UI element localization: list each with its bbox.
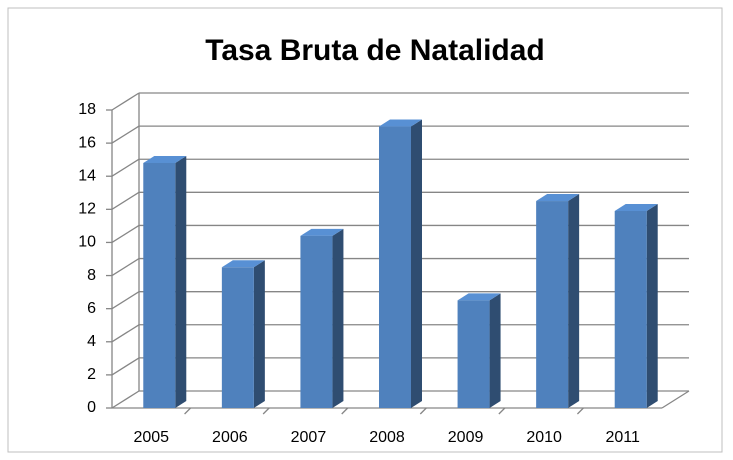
grid-line <box>111 291 140 310</box>
x-tick-mark <box>576 407 584 415</box>
grid-line <box>111 158 140 177</box>
y-tick-label: 0 <box>87 399 96 416</box>
bar <box>143 162 176 408</box>
bar <box>614 210 647 408</box>
x-tick-mark <box>262 407 270 415</box>
grid-line <box>111 125 140 144</box>
y-tick-label: 12 <box>78 201 96 218</box>
bar-top <box>379 119 422 127</box>
x-tick-label: 2005 <box>133 429 169 446</box>
y-tick-label: 6 <box>87 300 96 317</box>
bar-side <box>253 260 265 408</box>
floor-right-edge <box>661 390 690 409</box>
bar <box>536 201 569 408</box>
x-tick-label: 2010 <box>526 429 562 446</box>
bar-side <box>489 293 501 408</box>
x-tick-mark <box>419 407 427 415</box>
bar <box>221 267 254 408</box>
bar-side <box>332 228 344 408</box>
bar <box>300 235 333 408</box>
bar-top <box>300 228 344 236</box>
chart-border <box>7 7 723 453</box>
y-tick-label: 2 <box>87 366 96 383</box>
bar-side <box>411 119 422 409</box>
bar-side <box>568 194 580 408</box>
x-tick-mark <box>498 407 506 415</box>
bar <box>457 300 490 408</box>
y-tick-label: 4 <box>87 333 96 350</box>
grid-line <box>111 224 140 243</box>
bar-top <box>457 293 501 301</box>
bar <box>379 126 411 409</box>
grid-line <box>111 191 140 210</box>
y-tick-label: 10 <box>78 234 96 251</box>
grid-line <box>111 390 140 409</box>
x-tick-label: 2009 <box>448 429 484 446</box>
bar-top <box>143 155 187 163</box>
y-tick-label: 16 <box>78 134 96 151</box>
bar-top <box>536 194 580 202</box>
grid-line <box>111 324 140 343</box>
bar-top <box>614 203 658 211</box>
x-tick-label: 2007 <box>291 429 327 446</box>
x-tick-mark <box>184 407 192 415</box>
x-tick-label: 2008 <box>369 429 405 446</box>
x-tick-mark <box>341 407 349 415</box>
bar-side <box>175 155 187 408</box>
y-tick-label: 8 <box>87 267 96 284</box>
chart-title: Tasa Bruta de Natalidad <box>205 34 545 67</box>
grid-line <box>111 92 140 111</box>
x-tick-label: 2006 <box>212 429 248 446</box>
grid-line <box>111 357 140 376</box>
grid-line <box>111 258 140 277</box>
y-tick-label: 14 <box>78 167 96 184</box>
x-tick-label: 2011 <box>606 429 641 446</box>
bar-top <box>221 260 265 268</box>
y-tick-label: 18 <box>78 101 96 118</box>
bar-side <box>646 203 658 408</box>
